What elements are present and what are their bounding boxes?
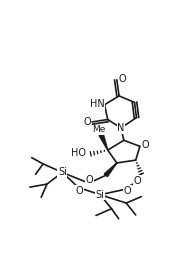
Text: O: O [124,186,131,196]
Text: O: O [83,117,91,127]
Text: O: O [118,74,126,84]
Text: O: O [134,176,141,186]
Text: O: O [76,186,83,196]
Polygon shape [99,134,108,150]
Text: Si: Si [58,167,67,177]
Text: O: O [141,140,149,150]
Text: N: N [117,123,125,133]
Text: HO: HO [71,148,86,158]
Text: HN: HN [90,99,104,109]
Text: Me: Me [92,125,105,134]
Text: Si: Si [96,190,105,200]
Text: O: O [86,175,94,185]
Polygon shape [104,163,117,177]
